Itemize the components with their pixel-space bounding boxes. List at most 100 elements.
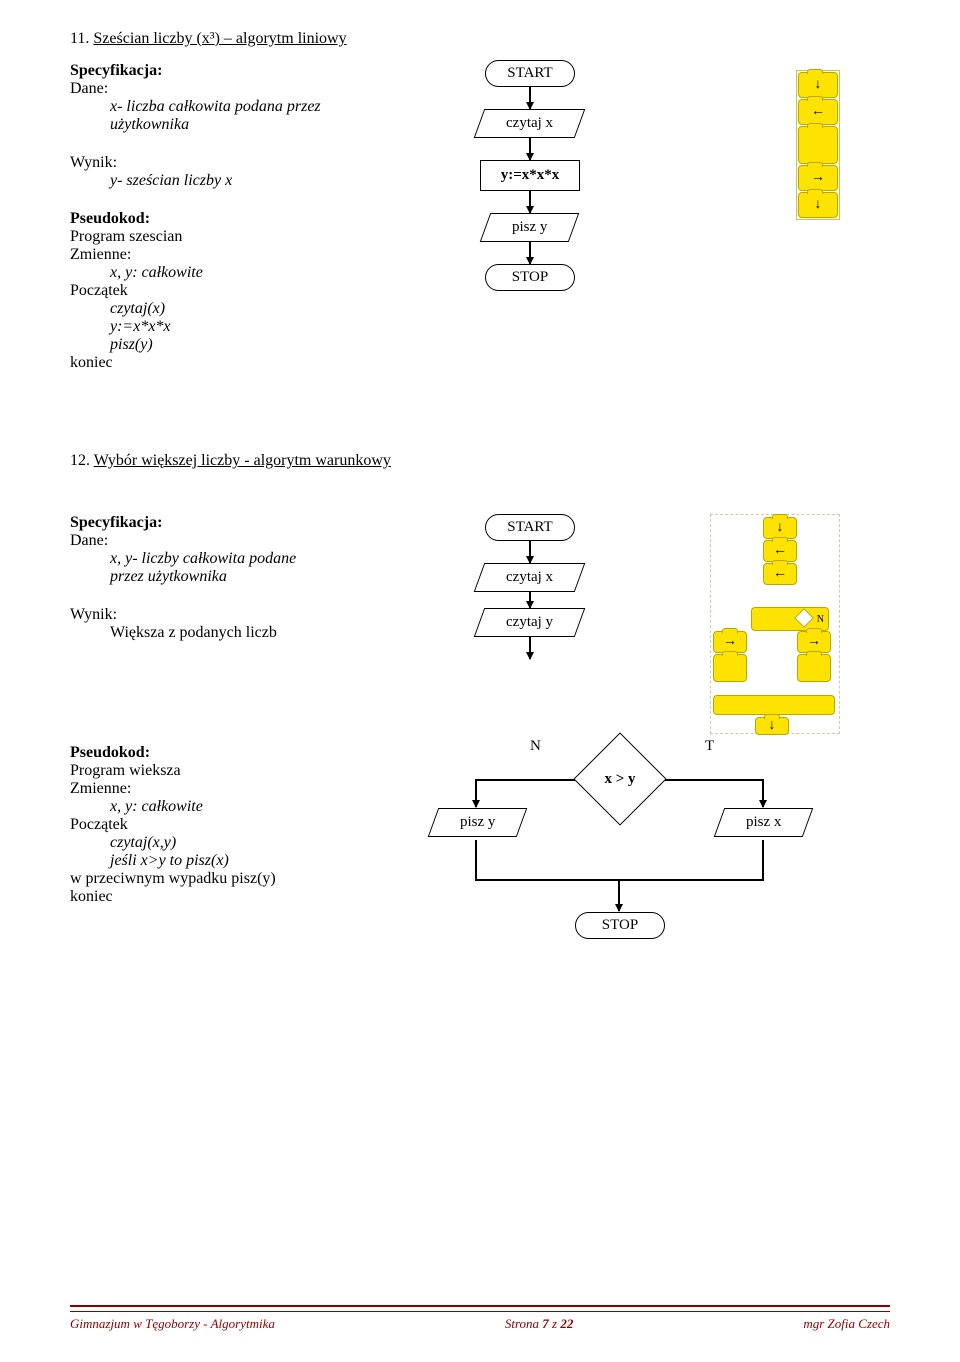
pseudo-l0: Program wieksza xyxy=(70,762,350,780)
arrow-down-icon: ↓ xyxy=(777,520,784,536)
scratch-block: ↓ xyxy=(763,517,797,539)
sec12-branch-col: N T x > y pisz y pisz x STOP xyxy=(350,744,890,984)
sec12-number: 12. xyxy=(70,452,90,469)
sec11-wynik: Wynik: y- sześcian liczby x xyxy=(70,154,400,190)
pseudo-i2-0: czytaj(x) xyxy=(110,300,400,318)
pseudo-l2: Początek xyxy=(70,816,350,834)
footer-rule xyxy=(70,1305,890,1307)
section-11: 11. Sześcian liczby (x³) – algorytm lini… xyxy=(70,30,890,392)
arrow-down-icon xyxy=(618,879,620,911)
arrow-down-icon: ↓ xyxy=(815,77,822,93)
arrow-down-icon: ↓ xyxy=(815,197,822,213)
scratch-blocks-12: ↓ ← ← N → → ↓ xyxy=(710,514,840,734)
sec11-spec: Specyfikacja: Dane: x- liczba całkowita … xyxy=(70,62,400,134)
arrow-left-icon: ← xyxy=(773,566,787,582)
flowchart-12-top: START czytaj x czytaj y xyxy=(479,514,580,659)
scratch-N-label: N xyxy=(817,614,824,625)
pseudo-label: Pseudokod: xyxy=(70,744,350,762)
arrow-down-icon xyxy=(529,242,531,264)
fc-read: czytaj x xyxy=(474,109,586,138)
fc-start: START xyxy=(485,514,575,541)
scratch-block: → xyxy=(797,631,831,653)
fc-start: START xyxy=(485,60,575,87)
fc-writex: pisz x xyxy=(714,808,814,837)
scratch-block: ↓ xyxy=(755,717,789,735)
pseudo-l2: Początek xyxy=(70,282,400,300)
scratch-block: ← xyxy=(763,540,797,562)
pseudo-l1: Zmienne: xyxy=(70,780,350,798)
sec12-pseudo-col: Pseudokod: Program wieksza Zmienne: x, y… xyxy=(70,744,350,926)
arrow-down-icon xyxy=(529,637,531,659)
dane-label: Dane: xyxy=(70,532,400,550)
decision-label-T: T xyxy=(705,738,714,755)
footer-center: Strona 7 z 22 xyxy=(505,1316,574,1332)
section-11-flowchart: START czytaj x y:=x*x*x pisz y STOP xyxy=(400,30,660,291)
pseudo-after-1: koniec xyxy=(70,888,350,906)
scratch-join-block xyxy=(713,695,835,715)
pseudo-i2-1: y:=x*x*x xyxy=(110,318,400,336)
arrow-left-icon: ← xyxy=(811,104,825,120)
flowchart-12-branch: N T x > y pisz y pisz x STOP xyxy=(405,744,835,984)
section-12-flowchart-top: START czytaj x czytaj y xyxy=(400,514,660,659)
wynik-label: Wynik: xyxy=(70,154,400,172)
sec11-number: 11. xyxy=(70,30,89,47)
sec11-title-text: Sześcian liczby (x³) – algorytm liniowy xyxy=(93,30,346,47)
pseudo-i0: x, y: całkowite xyxy=(110,798,350,816)
fc-write: pisz y xyxy=(480,213,580,242)
dane-line-0: x, y- liczby całkowita podane xyxy=(110,550,400,568)
arrow-down-icon xyxy=(762,779,764,807)
pseudo-l0: Program szescian xyxy=(70,228,400,246)
arrow-down-icon xyxy=(529,191,531,213)
sec12-spec-col: Specyfikacja: Dane: x, y- liczby całkowi… xyxy=(70,514,400,662)
scratch-block xyxy=(798,126,838,164)
pseudo-i2-0: czytaj(x,y) xyxy=(110,834,350,852)
arrow-right-icon: → xyxy=(723,634,737,650)
section-12-top: Specyfikacja: Dane: x, y- liczby całkowi… xyxy=(70,514,890,734)
spec-label: Specyfikacja: xyxy=(70,514,400,532)
wynik-label: Wynik: xyxy=(70,606,400,624)
scratch-block xyxy=(713,654,747,682)
fc-writey: pisz y xyxy=(428,808,528,837)
connector-line xyxy=(618,879,764,881)
fc-readx: czytaj x xyxy=(474,563,586,592)
spec-label: Specyfikacja: xyxy=(70,62,400,80)
scratch-block: → xyxy=(798,165,838,191)
scratch-block xyxy=(797,654,831,682)
pseudo-l1: Zmienne: xyxy=(70,246,400,264)
section-11-text: 11. Sześcian liczby (x³) – algorytm lini… xyxy=(70,30,400,392)
section-11-title: 11. Sześcian liczby (x³) – algorytm lini… xyxy=(70,30,400,48)
arrow-down-icon xyxy=(529,541,531,563)
fc-process: y:=x*x*x xyxy=(480,160,580,191)
arrow-down-icon: ↓ xyxy=(769,718,776,734)
arrow-right-icon: → xyxy=(811,170,825,186)
sec12-spec: Specyfikacja: Dane: x, y- liczby całkowi… xyxy=(70,514,400,586)
scratch-block: ↓ xyxy=(798,192,838,218)
dane-line-1: przez użytkownika xyxy=(110,568,400,586)
section-12-title: 12. Wybór większej liczby - algorytm war… xyxy=(70,452,890,470)
connector-line xyxy=(762,840,764,880)
connector-line xyxy=(475,840,477,880)
footer-left: Gimnazjum w Tęgoborzy - Algorytmika xyxy=(70,1316,275,1332)
scratch-blocks-11: ↓ ← → ↓ xyxy=(796,70,840,220)
pseudo-end: koniec xyxy=(70,354,400,372)
page-footer: Gimnazjum w Tęgoborzy - Algorytmika Stro… xyxy=(70,1305,890,1332)
sec11-pseudo: Pseudokod: Program szescian Zmienne: x, … xyxy=(70,210,400,372)
flowchart-11: START czytaj x y:=x*x*x pisz y STOP xyxy=(479,60,580,291)
scratch-block: ← xyxy=(763,563,797,585)
fc-ready: czytaj y xyxy=(474,608,586,637)
section-11-scratch: ↓ ← → ↓ xyxy=(660,30,840,220)
scratch-block: ← xyxy=(798,99,838,125)
footer-right: mgr Zofia Czech xyxy=(803,1316,890,1332)
fc-decision: x > y xyxy=(565,744,675,814)
decision-text: x > y xyxy=(565,744,675,814)
dane-label: Dane: xyxy=(70,80,400,98)
arrow-down-icon xyxy=(529,138,531,160)
decision-label-N: N xyxy=(530,738,541,755)
pseudo-label: Pseudokod: xyxy=(70,210,400,228)
section-12-scratch: ↓ ← ← N → → ↓ xyxy=(660,514,840,734)
dane-line-1: użytkownika xyxy=(110,116,400,134)
arrow-left-icon: ← xyxy=(773,543,787,559)
scratch-block: → xyxy=(713,631,747,653)
arrow-right-icon: → xyxy=(807,634,821,650)
scratch-block: ↓ xyxy=(798,72,838,98)
